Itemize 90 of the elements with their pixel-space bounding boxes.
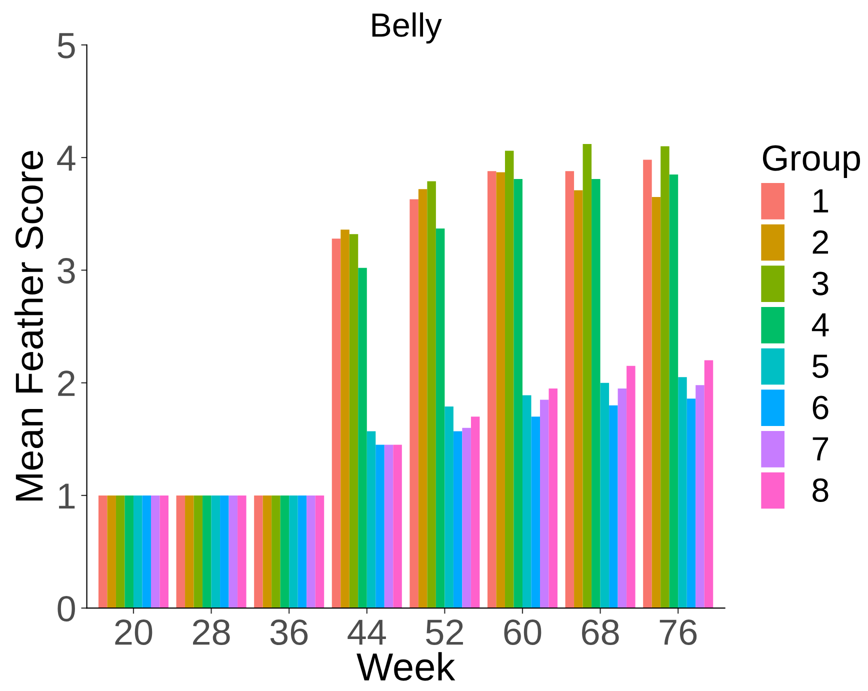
legend-label: 3 (812, 272, 828, 296)
bar (340, 230, 350, 608)
bar (384, 444, 394, 608)
bar (418, 189, 428, 608)
legend-title: Group (762, 145, 860, 178)
y-tick-label: 5 (58, 33, 75, 58)
bar (332, 238, 341, 608)
bar (652, 196, 661, 608)
bar (504, 150, 514, 608)
bar (306, 495, 316, 608)
bar (660, 146, 670, 608)
bar (176, 495, 186, 608)
bar (238, 495, 246, 608)
bar (669, 174, 678, 608)
bar (618, 388, 627, 608)
x-tick-label: 28 (193, 619, 230, 646)
bar (133, 495, 142, 608)
bar (582, 144, 592, 608)
bar (98, 495, 108, 608)
bar (349, 234, 358, 608)
bar (609, 405, 618, 608)
x-tick-label: 60 (504, 619, 542, 646)
bar (298, 495, 307, 608)
bar (220, 495, 229, 608)
legend-label: 1 (814, 189, 828, 212)
bar (574, 190, 583, 608)
bar (124, 495, 134, 608)
bar (160, 495, 168, 608)
bar (514, 178, 522, 608)
bar (427, 181, 436, 608)
legend-label: 7 (812, 437, 828, 460)
bar (366, 431, 376, 608)
x-tick-label: 52 (426, 619, 463, 646)
bar (262, 495, 272, 608)
bar (462, 428, 471, 608)
bar (470, 416, 480, 608)
bar (704, 360, 714, 608)
y-tick-label: 2 (58, 370, 75, 396)
bar (211, 495, 220, 608)
bar (522, 395, 532, 608)
legend-label: 4 (812, 313, 829, 336)
bar (376, 444, 384, 608)
bar (185, 495, 194, 608)
bar (194, 495, 203, 608)
bar (272, 495, 280, 608)
legend-label: 8 (812, 478, 828, 502)
bar (280, 495, 290, 608)
bar (643, 160, 652, 608)
bar (116, 495, 125, 608)
bar (228, 495, 238, 608)
bar (487, 171, 496, 608)
legend-label: 6 (812, 396, 828, 420)
y-tick-label: 1 (59, 484, 75, 509)
bar (254, 495, 263, 608)
bar (453, 431, 462, 608)
bar (696, 385, 704, 608)
bar (600, 382, 610, 608)
y-tick-label: 3 (58, 258, 75, 284)
y-tick-label: 4 (57, 146, 76, 171)
x-tick-label: 44 (348, 620, 386, 645)
bar (358, 268, 367, 608)
x-axis-title: Week (356, 652, 456, 681)
y-axis-title: Mean Feather Score (14, 150, 44, 501)
bar (540, 400, 549, 608)
bar (142, 495, 151, 608)
bar (565, 171, 574, 608)
bar (410, 199, 418, 608)
x-tick-label: 36 (270, 619, 308, 646)
bar (393, 444, 402, 608)
bar (289, 495, 298, 608)
bar (444, 406, 454, 608)
bar (548, 388, 558, 608)
bar (436, 228, 445, 608)
x-tick-label: 76 (660, 619, 697, 646)
bar (107, 495, 116, 608)
bar (202, 495, 212, 608)
bar (150, 495, 160, 608)
bar (315, 495, 324, 608)
x-tick-label: 68 (582, 619, 619, 646)
bar (592, 178, 600, 608)
bar (496, 172, 505, 608)
bar (626, 366, 636, 608)
legend-label: 5 (812, 354, 828, 378)
x-tick-label: 20 (115, 619, 152, 646)
legend-label: 2 (812, 230, 828, 254)
chart-title: Belly (372, 12, 442, 44)
bar (686, 398, 696, 608)
y-tick-label: 0 (58, 596, 75, 622)
bar (678, 377, 687, 608)
bar (531, 416, 540, 608)
